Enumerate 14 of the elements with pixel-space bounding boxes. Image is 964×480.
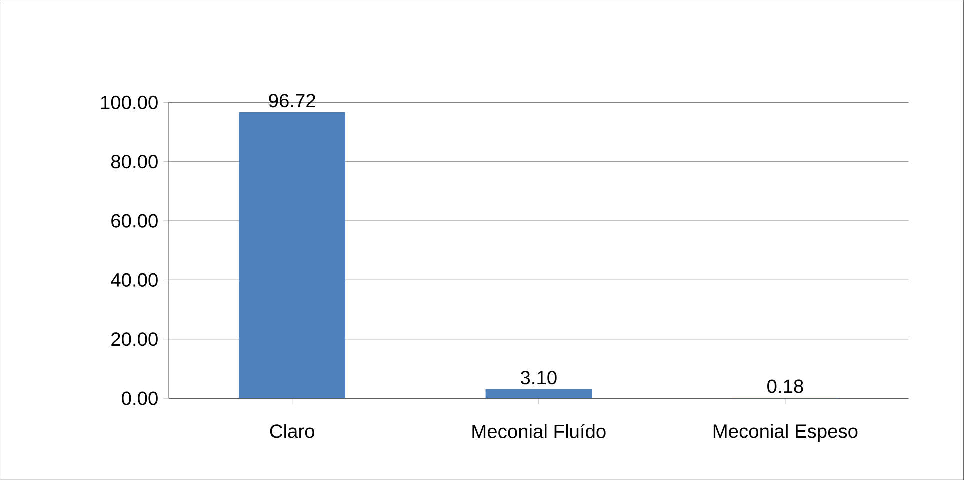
data-label: 3.10 xyxy=(520,370,557,384)
y-tick-label: 100.00 xyxy=(101,96,158,110)
y-tick-label: 40.00 xyxy=(111,273,158,287)
x-tick-label: Meconial Fluído xyxy=(472,424,606,438)
y-tick-label: 60.00 xyxy=(112,214,158,228)
data-label: 96.72 xyxy=(269,94,316,108)
x-tick-label: Claro xyxy=(270,424,314,438)
y-tick-label: 20.00 xyxy=(112,332,158,346)
y-tick-label: 0.00 xyxy=(122,392,158,406)
bar xyxy=(239,112,346,398)
x-tick-label: Meconial Espeso xyxy=(714,424,858,442)
bar xyxy=(486,389,592,398)
data-label: 0.18 xyxy=(768,380,804,394)
y-tick-label: 80.00 xyxy=(111,154,158,168)
